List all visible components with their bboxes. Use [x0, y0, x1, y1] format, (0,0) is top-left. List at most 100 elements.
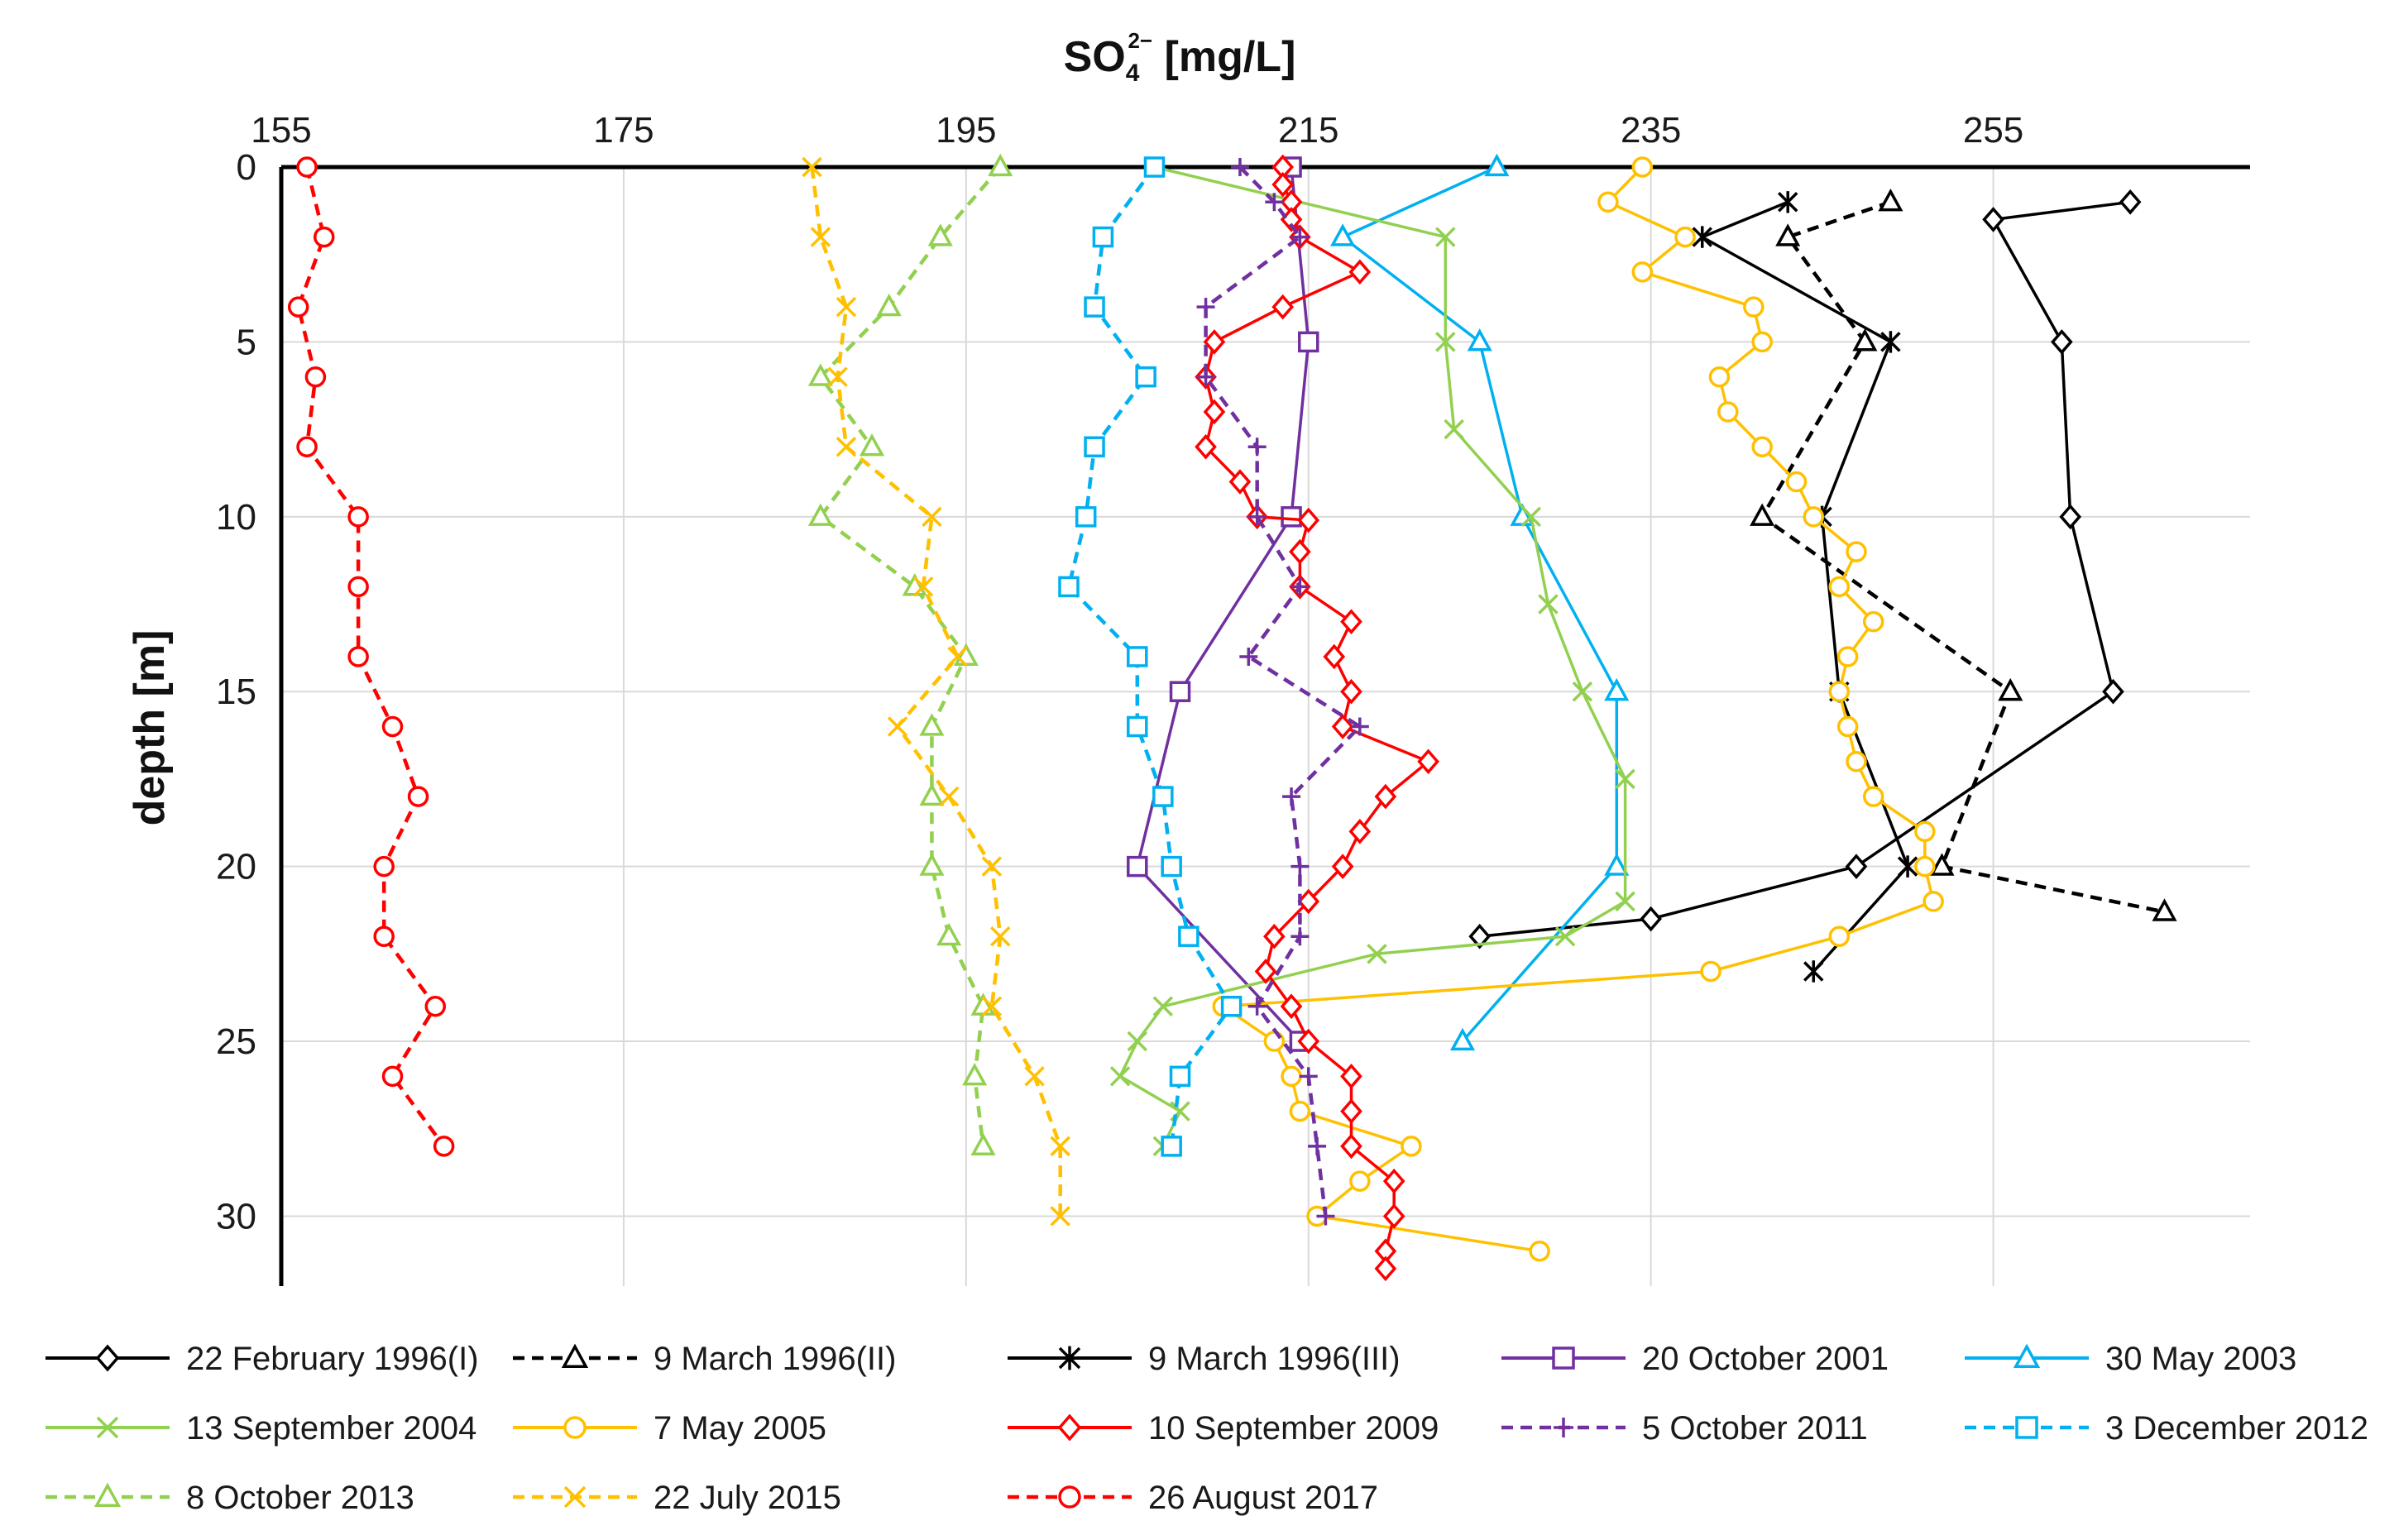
data-point	[1751, 331, 1773, 353]
x-tick-label: 235	[1621, 110, 1681, 151]
data-point	[1316, 1207, 1335, 1226]
data-point	[1230, 158, 1249, 176]
data-point	[1350, 717, 1369, 736]
series-2	[1692, 191, 1918, 983]
data-point	[1271, 171, 1295, 198]
y-axis-title: depth [m]	[126, 630, 174, 826]
data-point	[1897, 855, 1918, 878]
legend-entry: 10 September 2009	[1008, 1410, 1439, 1447]
x-tick-label: 215	[1278, 110, 1338, 151]
data-point	[1862, 786, 1884, 807]
data-point	[1828, 925, 1851, 947]
data-point	[1297, 1028, 1320, 1055]
data-point	[1708, 366, 1731, 388]
data-point	[981, 996, 1003, 1016]
legend-entry: 8 October 2013	[45, 1480, 414, 1516]
data-point	[1247, 507, 1267, 526]
grid	[281, 167, 2250, 1286]
data-point	[1340, 678, 1362, 705]
series-line	[1118, 165, 1627, 1147]
data-point	[827, 366, 848, 387]
data-point	[988, 153, 1013, 177]
series-10	[807, 153, 1013, 1155]
data-point	[919, 853, 945, 876]
x-axis-title-unit: [mg/L]	[1152, 33, 1295, 81]
data-point	[1290, 577, 1310, 596]
data-point	[1290, 927, 1310, 946]
data-point	[1340, 1133, 1362, 1160]
data-point	[1923, 891, 1944, 912]
data-point	[1297, 507, 1320, 533]
data-point	[1196, 298, 1215, 317]
data-point	[1152, 786, 1174, 807]
data-point	[1880, 331, 1901, 353]
y-tick-label: 5	[237, 322, 256, 362]
legend-label: 20 October 2001	[1642, 1341, 1889, 1377]
data-point	[96, 1416, 119, 1439]
y-tick-label: 10	[216, 497, 256, 538]
data-point	[981, 856, 1003, 877]
data-point	[1143, 156, 1166, 178]
data-point	[1169, 681, 1191, 702]
legend-entry: 9 March 1996(II)	[513, 1341, 896, 1377]
data-point	[2059, 504, 2082, 530]
data-point	[1348, 819, 1372, 844]
data-point	[1520, 506, 1542, 528]
data-point	[807, 503, 833, 526]
x-tick-label: 255	[1963, 110, 2023, 151]
data-point	[836, 437, 857, 457]
data-point	[1604, 853, 1630, 876]
data-point	[1203, 399, 1226, 425]
data-point	[1161, 1136, 1182, 1157]
data-point	[1572, 681, 1593, 702]
data-point	[1161, 855, 1182, 878]
data-point	[1271, 294, 1295, 320]
data-point	[1263, 923, 1286, 949]
data-point	[1700, 960, 1721, 983]
data-point	[1743, 296, 1765, 318]
data-point	[1127, 855, 1148, 878]
data-point	[373, 855, 395, 878]
data-point	[970, 1132, 996, 1155]
data-point	[807, 363, 833, 386]
data-point	[1348, 259, 1372, 285]
data-point	[1331, 714, 1354, 739]
series-line	[1136, 166, 1310, 1043]
data-point	[1282, 787, 1301, 806]
series-line	[810, 166, 1062, 1217]
data-point	[1615, 768, 1635, 790]
data-point	[1836, 646, 1859, 667]
data-point	[1340, 609, 1362, 634]
legend-label: 3 December 2012	[2105, 1410, 2368, 1447]
data-point	[887, 716, 908, 737]
data-point	[947, 646, 968, 667]
data-point	[1092, 226, 1114, 248]
data-point	[1247, 997, 1267, 1016]
data-point	[1290, 857, 1310, 876]
data-point	[1803, 960, 1824, 983]
data-point	[1058, 1346, 1081, 1370]
data-point	[1127, 715, 1148, 738]
axes: SO42− [mg/L] depth [m] 155 175 195 215 235 25…	[126, 28, 2250, 1286]
series-4	[1330, 153, 1630, 1051]
legend-label: 22 February 1996(I)	[186, 1341, 479, 1377]
series-6	[1212, 156, 1944, 1262]
data-point	[1247, 438, 1267, 457]
data-point	[1220, 996, 1243, 1017]
series-line	[1479, 200, 2131, 938]
data-point	[1828, 576, 1851, 598]
series-line	[1204, 165, 1362, 1217]
data-point	[1862, 610, 1884, 633]
data-point	[919, 782, 945, 806]
data-point	[347, 506, 369, 528]
data-point	[1050, 1206, 1070, 1227]
y-tick-label: 25	[216, 1021, 256, 1062]
data-point	[1846, 751, 1867, 772]
data-point	[1084, 436, 1105, 457]
data-point	[2152, 898, 2177, 921]
data-point	[1846, 541, 1867, 562]
legend-label: 8 October 2013	[186, 1480, 414, 1516]
data-point	[1330, 223, 1356, 246]
data-point	[1239, 647, 1258, 666]
data-point	[1845, 854, 1868, 879]
